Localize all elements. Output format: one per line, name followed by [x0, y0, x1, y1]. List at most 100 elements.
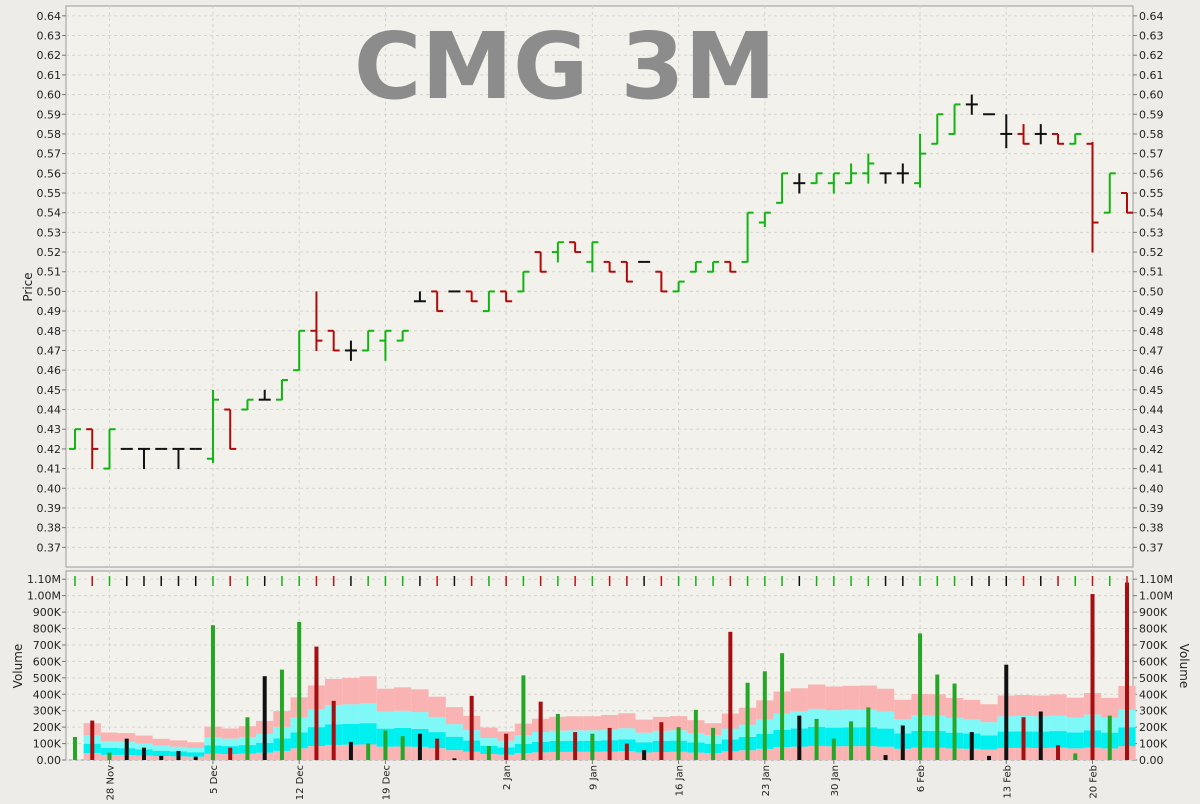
volume-bar	[297, 621, 302, 760]
volume-envelope-band	[169, 746, 188, 752]
price-panel	[65, 5, 1134, 568]
price-tick-label-right: 0.44	[1139, 404, 1164, 417]
x-tick-label: 9 Jan	[588, 765, 599, 790]
volume-axis-label-left: Volume	[11, 644, 25, 689]
ohlc-bar	[965, 94, 978, 115]
price-tick-label-left: 0.64	[37, 10, 62, 23]
volume-bar	[486, 746, 491, 760]
volume-bar	[366, 743, 371, 760]
volume-envelope-band	[1066, 697, 1084, 718]
ohlc-bar	[741, 211, 754, 263]
volume-envelope-band	[187, 748, 205, 753]
ohlc-bar	[1017, 124, 1030, 145]
volume-envelope-band	[669, 716, 688, 731]
volume-tick-label-left: 1.10M	[27, 573, 61, 586]
volume-envelope-band	[445, 724, 464, 737]
chart-title: CMG 3M	[354, 13, 776, 120]
ohlc-bar	[206, 389, 219, 464]
volume-envelope-band	[376, 711, 395, 729]
volume-envelope-band	[825, 686, 843, 711]
volume-envelope-band	[100, 732, 119, 742]
volume-envelope-band	[876, 728, 895, 747]
volume-bar	[504, 733, 509, 760]
ohlc-bar	[517, 270, 530, 293]
ohlc-bar	[638, 260, 651, 263]
price-tick-label-right: 0.61	[1139, 69, 1164, 82]
ohlc-bar	[500, 290, 513, 303]
ohlc-bar	[879, 172, 892, 184]
volume-envelope-band	[221, 738, 239, 747]
price-tick-label-left: 0.50	[37, 285, 62, 298]
volume-envelope-band	[187, 752, 205, 757]
price-tick-label-left: 0.61	[37, 69, 62, 82]
price-tick-label-left: 0.43	[37, 423, 62, 436]
price-tick-label-left: 0.40	[37, 482, 62, 495]
volume-envelope-band	[1101, 697, 1119, 718]
price-tick-label-left: 0.38	[37, 522, 62, 535]
volume-bar	[814, 718, 819, 760]
volume-bar	[797, 715, 802, 760]
price-tick-label-right: 0.62	[1139, 49, 1164, 62]
ohlc-bar	[293, 329, 306, 372]
ohlc-bar	[1086, 141, 1099, 253]
volume-bar	[245, 717, 250, 760]
ohlc-bar	[1103, 172, 1116, 214]
volume-bar	[935, 674, 940, 760]
ohlc-bar	[482, 290, 495, 313]
ohlc-bar	[845, 163, 858, 185]
volume-bar	[952, 683, 957, 760]
volume-envelope-band	[790, 688, 808, 712]
volume-bar	[866, 707, 871, 760]
ohlc-bar	[758, 211, 771, 227]
volume-envelope-band	[1049, 715, 1067, 732]
price-tick-label-left: 0.45	[37, 384, 62, 397]
ohlc-bar	[275, 379, 288, 401]
price-tick-label-right: 0.52	[1139, 246, 1164, 259]
volume-bar	[693, 709, 698, 760]
volume-envelope-band	[1032, 695, 1050, 717]
ohlc-bar	[896, 163, 909, 184]
volume-tick-label-right: 700K	[1139, 639, 1168, 652]
ohlc-bar	[431, 290, 444, 313]
volume-envelope-band	[583, 716, 601, 731]
price-tick-label-right: 0.53	[1139, 226, 1164, 239]
volume-tick-label-right: 1.00M	[1139, 590, 1173, 603]
ohlc-bar	[103, 428, 116, 470]
volume-envelope-band	[980, 735, 998, 750]
price-tick-label-left: 0.41	[37, 463, 62, 476]
volume-bar	[1004, 664, 1009, 760]
volume-bar	[538, 701, 543, 760]
ohlc-bar	[1121, 192, 1133, 214]
ohlc-bar	[362, 329, 375, 352]
price-tick-label-right: 0.48	[1139, 325, 1164, 338]
volume-bar	[417, 733, 422, 760]
price-tick-label-left: 0.58	[37, 128, 62, 141]
volume-tick-label-right: 1.10M	[1139, 573, 1173, 586]
volume-bar	[728, 631, 733, 760]
volume-bar	[1073, 753, 1078, 760]
volume-bar	[348, 741, 353, 760]
price-tick-label-right: 0.63	[1139, 30, 1164, 43]
price-tick-label-left: 0.56	[37, 167, 62, 180]
price-tick-label-right: 0.47	[1139, 344, 1164, 357]
volume-envelope-band	[221, 728, 239, 739]
ohlc-bar	[776, 172, 789, 204]
volume-bar	[831, 738, 836, 760]
price-tick-label-right: 0.55	[1139, 187, 1164, 200]
price-tick-label-left: 0.62	[37, 49, 62, 62]
price-tick-label-left: 0.47	[37, 344, 62, 357]
volume-tick-label-left: 200K	[33, 721, 62, 734]
price-tick-label-left: 0.55	[37, 187, 62, 200]
volume-bar	[1090, 594, 1095, 760]
volume-bar	[659, 722, 664, 760]
price-tick-label-left: 0.59	[37, 108, 62, 121]
ohlc-bar	[689, 260, 702, 273]
volume-envelope-band	[394, 710, 412, 728]
volume-envelope-band	[394, 687, 412, 711]
price-tick-label-left: 0.42	[37, 443, 62, 456]
ohlc-bar	[241, 398, 254, 411]
volume-bar	[159, 755, 164, 760]
price-tick-label-right: 0.56	[1139, 167, 1164, 180]
ohlc-bar	[1034, 124, 1047, 145]
volume-envelope-band	[618, 728, 636, 740]
